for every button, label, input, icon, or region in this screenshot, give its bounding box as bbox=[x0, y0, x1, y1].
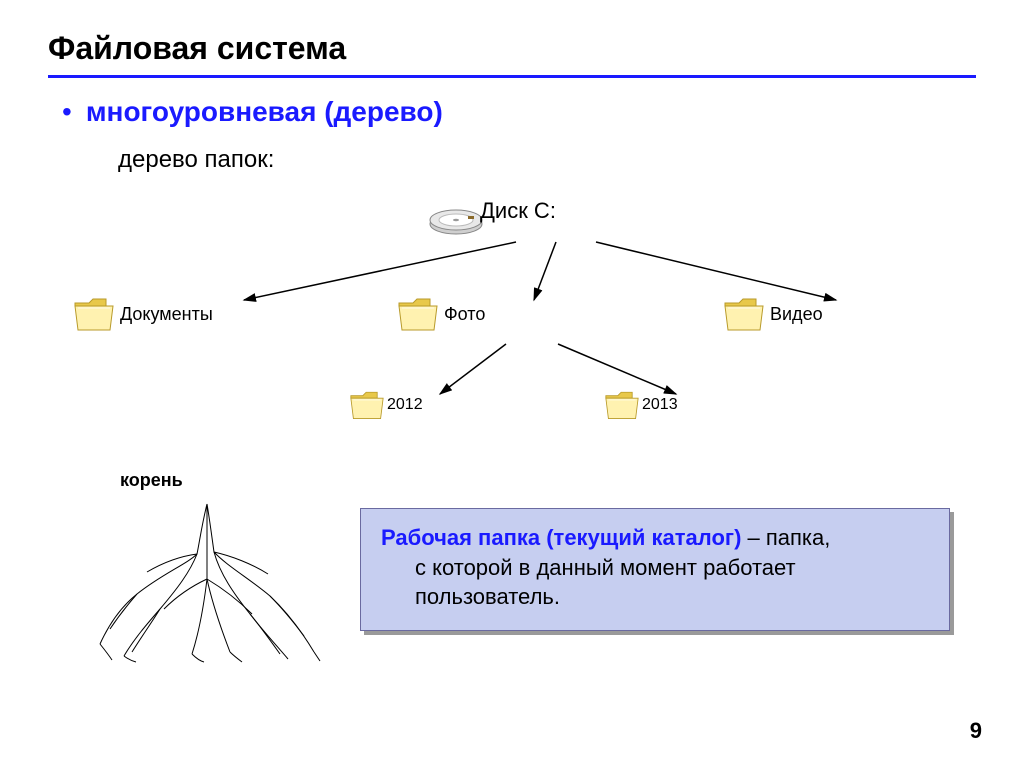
tree-node-box-video: Видео bbox=[770, 304, 945, 342]
tree-root-image bbox=[92, 494, 322, 664]
tree-edge bbox=[440, 344, 506, 394]
title-rule bbox=[48, 75, 976, 78]
tree-edge bbox=[596, 242, 836, 300]
tree-edge bbox=[244, 242, 516, 300]
tree-edge bbox=[534, 242, 556, 300]
subtext: дерево папок: bbox=[118, 146, 976, 174]
tree-node-box-y2013: 2013 bbox=[642, 396, 738, 428]
folder-icon bbox=[603, 388, 641, 427]
tree-diagram: Диск C: Документы Фото Видео 2012 2013 bbox=[48, 180, 976, 460]
tree-node-box-photo: Фото bbox=[444, 304, 619, 342]
folder-icon bbox=[722, 294, 766, 339]
info-rest2: с которой в данный момент работает польз… bbox=[415, 553, 929, 612]
info-box: Рабочая папка (текущий каталог) – папка,… bbox=[360, 508, 950, 631]
tree-node-box-disk-c: Диск C: bbox=[480, 198, 630, 240]
folder-icon bbox=[348, 388, 386, 427]
info-rest1: – папка, bbox=[741, 525, 830, 550]
tree-node-box-documents: Документы bbox=[120, 304, 295, 342]
tree-edge bbox=[558, 344, 676, 394]
page-number: 9 bbox=[970, 718, 982, 744]
drive-icon bbox=[428, 198, 484, 243]
folder-icon bbox=[72, 294, 116, 339]
info-strong: Рабочая папка (текущий каталог) bbox=[381, 525, 741, 550]
bullet-row: • многоуровневая (дерево) bbox=[62, 96, 976, 128]
bullet-dot: • bbox=[62, 98, 72, 126]
bullet-text: многоуровневая (дерево) bbox=[86, 96, 443, 128]
root-label: корень bbox=[120, 470, 183, 491]
folder-icon bbox=[396, 294, 440, 339]
page-title: Файловая система bbox=[48, 30, 976, 67]
tree-node-box-y2012: 2012 bbox=[387, 396, 483, 428]
